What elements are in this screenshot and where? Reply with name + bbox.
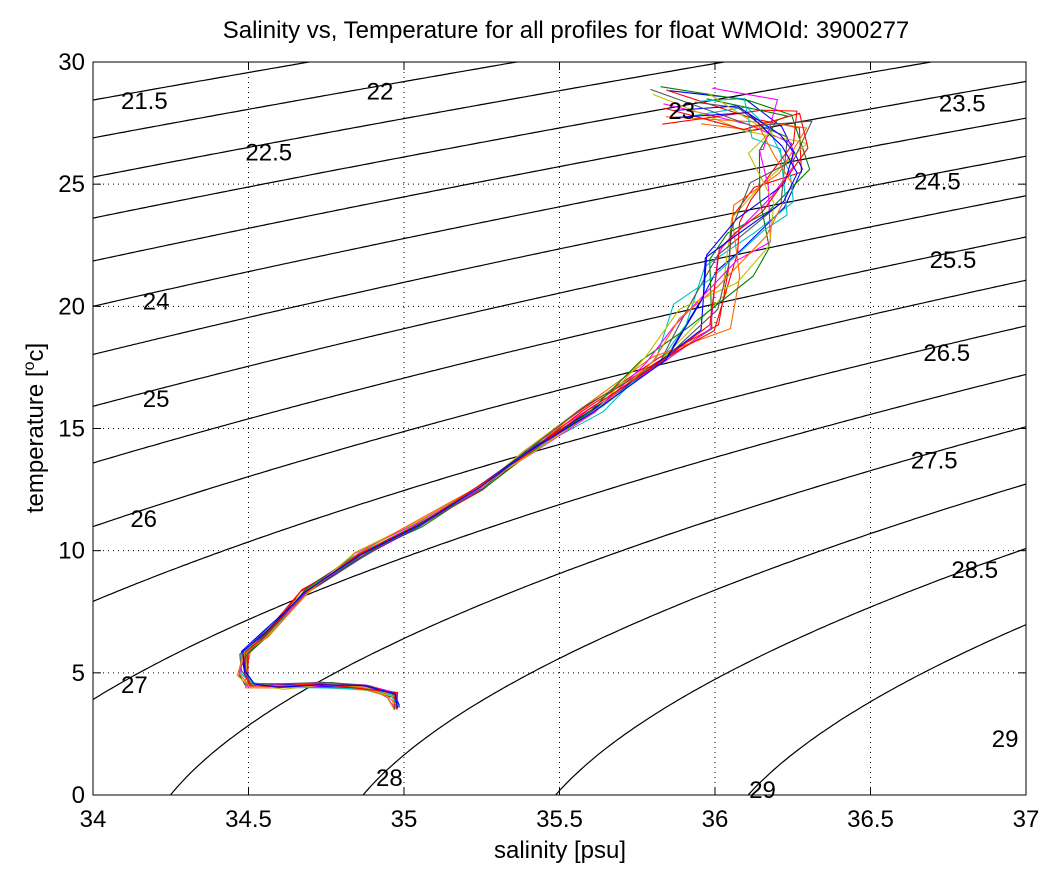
density-contour-line [93, 62, 313, 101]
contour-label: 22 [367, 78, 394, 105]
density-contour-line [93, 155, 1026, 356]
contour-label: 26.5 [923, 340, 970, 367]
x-tick-label: 35.5 [536, 806, 583, 833]
contour-label: 21.5 [121, 88, 168, 115]
profile-line [246, 88, 813, 710]
contour-label: 26 [130, 506, 157, 533]
profile-line [242, 112, 798, 708]
density-contour-line [93, 236, 1026, 464]
contour-label: 25 [143, 386, 170, 413]
contour-label: 24 [143, 288, 170, 315]
density-contour-line [93, 80, 1026, 262]
x-tick-label: 36.5 [847, 806, 894, 833]
x-tick-label: 37 [1013, 806, 1040, 833]
density-contours [93, 62, 1026, 795]
contour-label: 22.5 [245, 139, 292, 166]
contour-label: 27 [121, 672, 148, 699]
x-tick-label: 34.5 [225, 806, 272, 833]
contour-label: 28 [376, 765, 403, 792]
density-contour-line [93, 279, 1026, 528]
x-tick-label: 35 [391, 806, 418, 833]
contour-label: 24.5 [914, 169, 961, 196]
density-contour-line [169, 426, 1026, 795]
contour-label: 23.5 [939, 91, 986, 118]
grid-lines [93, 62, 1026, 795]
y-tick-label: 20 [58, 293, 85, 320]
profile-line [244, 107, 809, 710]
y-axis-label: temperature [oc] [21, 343, 49, 513]
contour-label: 28.5 [951, 557, 998, 584]
y-tick-label: 0 [72, 782, 85, 809]
density-contour-line [93, 117, 1026, 307]
density-contour-line [362, 483, 1026, 795]
density-contour-line [93, 62, 935, 219]
contour-labels: 21.5 22 22.5 23 23.5 24 24.5 25 25.5 26 26.5 27 27.5… [121, 78, 1019, 804]
density-contour-line [93, 373, 1026, 701]
density-contour-line [93, 62, 521, 139]
contour-label: 27.5 [911, 447, 958, 474]
y-tick-label: 15 [58, 416, 85, 443]
density-contour-line [554, 547, 1026, 795]
y-tick-label: 5 [72, 660, 85, 687]
density-contour-line [747, 624, 1026, 795]
y-tick-label: 30 [58, 49, 85, 76]
contour-label: 23 [668, 98, 695, 125]
contour-label: 29 [749, 777, 776, 804]
profile-series [236, 86, 813, 711]
y-tick-label: 25 [58, 171, 85, 198]
x-tick-label: 36 [702, 806, 729, 833]
density-contour-line [93, 325, 1026, 602]
density-contour-line [93, 195, 1026, 407]
density-contour-line [93, 62, 728, 178]
chart-title: Salinity vs, Temperature for all profile… [223, 17, 910, 44]
profile-line [236, 93, 775, 711]
x-axis-label: salinity [psu] [494, 837, 626, 864]
y-tick-label: 10 [58, 538, 85, 565]
x-tick-label: 34 [80, 806, 107, 833]
contour-label: 29 [992, 726, 1019, 753]
axis-ticks: 34 34.5 35 35.5 36 36.5 37 0 5 10 15 20 25 30 [58, 49, 1039, 833]
contour-label: 25.5 [930, 247, 977, 274]
